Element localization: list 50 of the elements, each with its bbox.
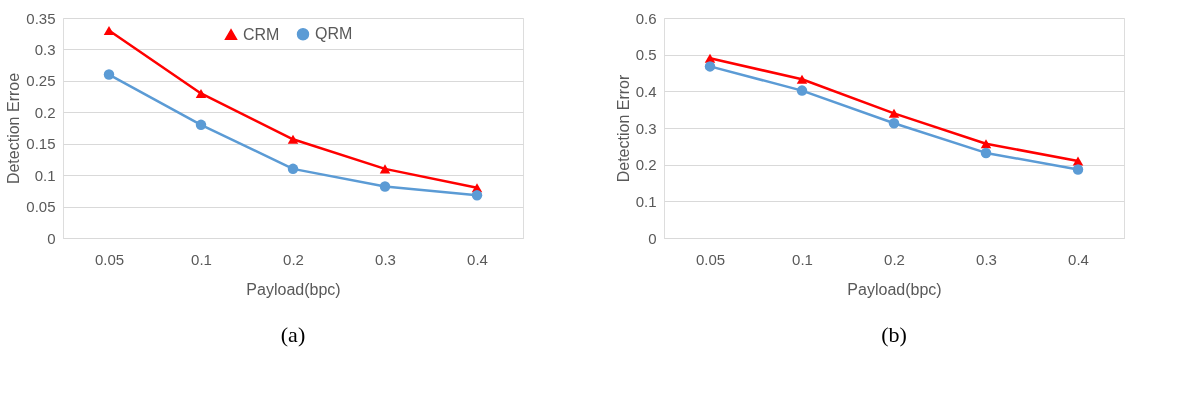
x-tick-label: 0.2 [283,250,304,268]
y-tick-label: 0 [648,229,657,247]
x-tick-label: 0.1 [792,250,813,268]
y-tick-label: 0.1 [635,192,657,210]
y-tick-label: 0 [47,229,56,247]
y-tick-label: 0.2 [34,103,56,121]
point [980,147,992,159]
point [980,139,992,149]
y-axis-title: Detection Erroe [5,72,23,185]
point [287,134,299,144]
y-tick-label: 0.2 [635,156,657,174]
y-tick-label: 0.1 [34,166,56,184]
y-tick-label: 0.25 [26,72,56,90]
point [103,69,115,80]
point [888,118,900,129]
point [379,181,391,192]
y-tick-label: 0.3 [635,119,657,137]
y-tick-label: 0.6 [635,9,657,27]
x-tick-label: 0.4 [1068,250,1089,268]
point [379,164,391,174]
x-tick-label: 0.05 [695,250,726,268]
y-tick-label: 0.05 [26,198,56,216]
y-tick-label: 0.4 [635,82,657,100]
point [471,190,483,201]
point [888,108,900,118]
y-tick-label: 0.3 [34,40,56,58]
legend-label: QRM [315,25,353,43]
point [195,119,207,131]
y-axis-title: Detection Error [614,74,632,183]
text: (b) [881,322,907,347]
point [796,74,808,84]
x-tick-label: 0.4 [467,250,488,268]
point [796,85,808,96]
point [287,163,299,175]
text: (a) [280,322,306,347]
legend-label: CRM [243,25,280,43]
x-tick-label: 0.3 [375,250,396,268]
point [1072,164,1084,175]
x-tick-label: 0.05 [94,250,125,268]
y-tick-label: 0.5 [635,46,657,64]
x-tick-label: 0.3 [976,250,997,268]
x-tick-label: 0.2 [884,250,905,268]
x-axis-title: Payload(bpc) [246,280,341,298]
point [704,61,716,72]
x-tick-label: 0.1 [191,250,212,268]
y-tick-label: 0.15 [26,135,56,153]
x-axis-title: Payload(bpc) [847,280,942,298]
y-tick-label: 0.35 [26,9,56,27]
point [195,88,207,98]
point [103,26,115,36]
